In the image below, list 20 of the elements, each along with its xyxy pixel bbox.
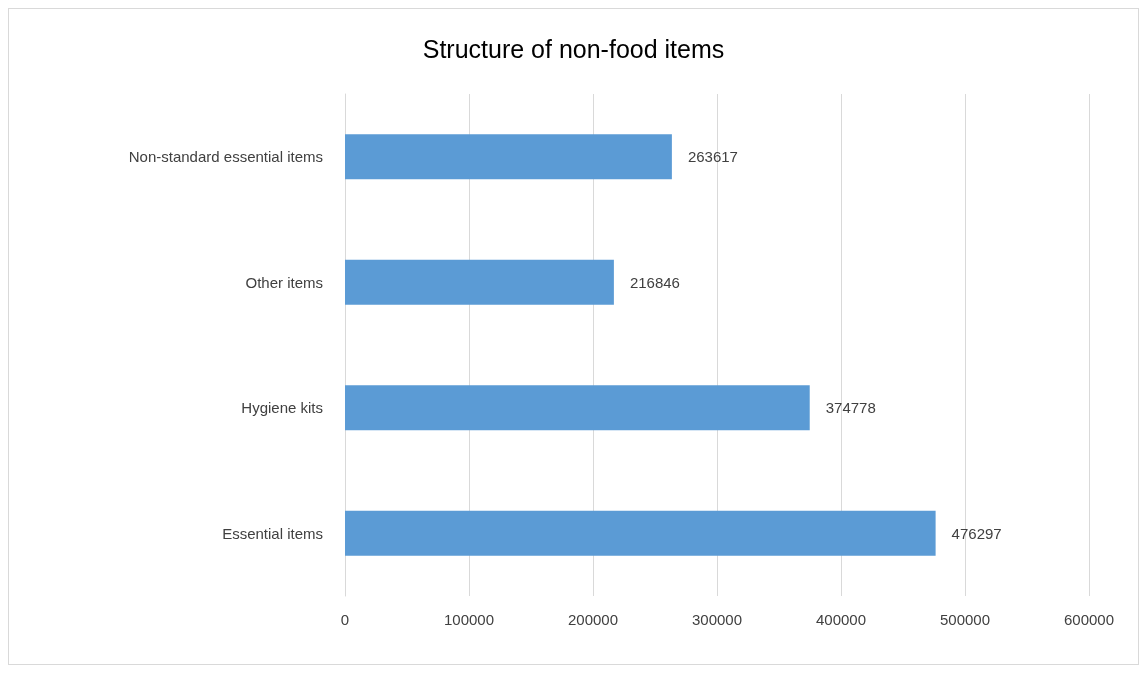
y-tick-label: Non-standard essential items bbox=[128, 148, 323, 166]
bar bbox=[345, 510, 936, 556]
x-tick-label: 600000 bbox=[1063, 611, 1115, 628]
x-tick-label: 0 bbox=[340, 611, 350, 628]
x-tick-label: 100000 bbox=[443, 611, 495, 628]
bar bbox=[345, 134, 672, 180]
y-tick-label: Other items bbox=[245, 273, 323, 291]
y-tick-label: Essential items bbox=[222, 524, 323, 542]
bar bbox=[345, 259, 614, 305]
data-label: 476297 bbox=[951, 524, 1002, 542]
chart-title: Structure of non-food items bbox=[422, 34, 725, 63]
bar bbox=[345, 385, 810, 431]
x-tick-label: 400000 bbox=[815, 611, 867, 628]
data-label: 374778 bbox=[825, 399, 876, 417]
x-tick-label: 200000 bbox=[567, 611, 619, 628]
x-tick-label: 300000 bbox=[691, 611, 743, 628]
x-tick-label: 500000 bbox=[939, 611, 991, 628]
data-label: 263617 bbox=[687, 148, 738, 166]
y-tick-label: Hygiene kits bbox=[241, 399, 323, 417]
data-label: 216846 bbox=[629, 273, 680, 291]
